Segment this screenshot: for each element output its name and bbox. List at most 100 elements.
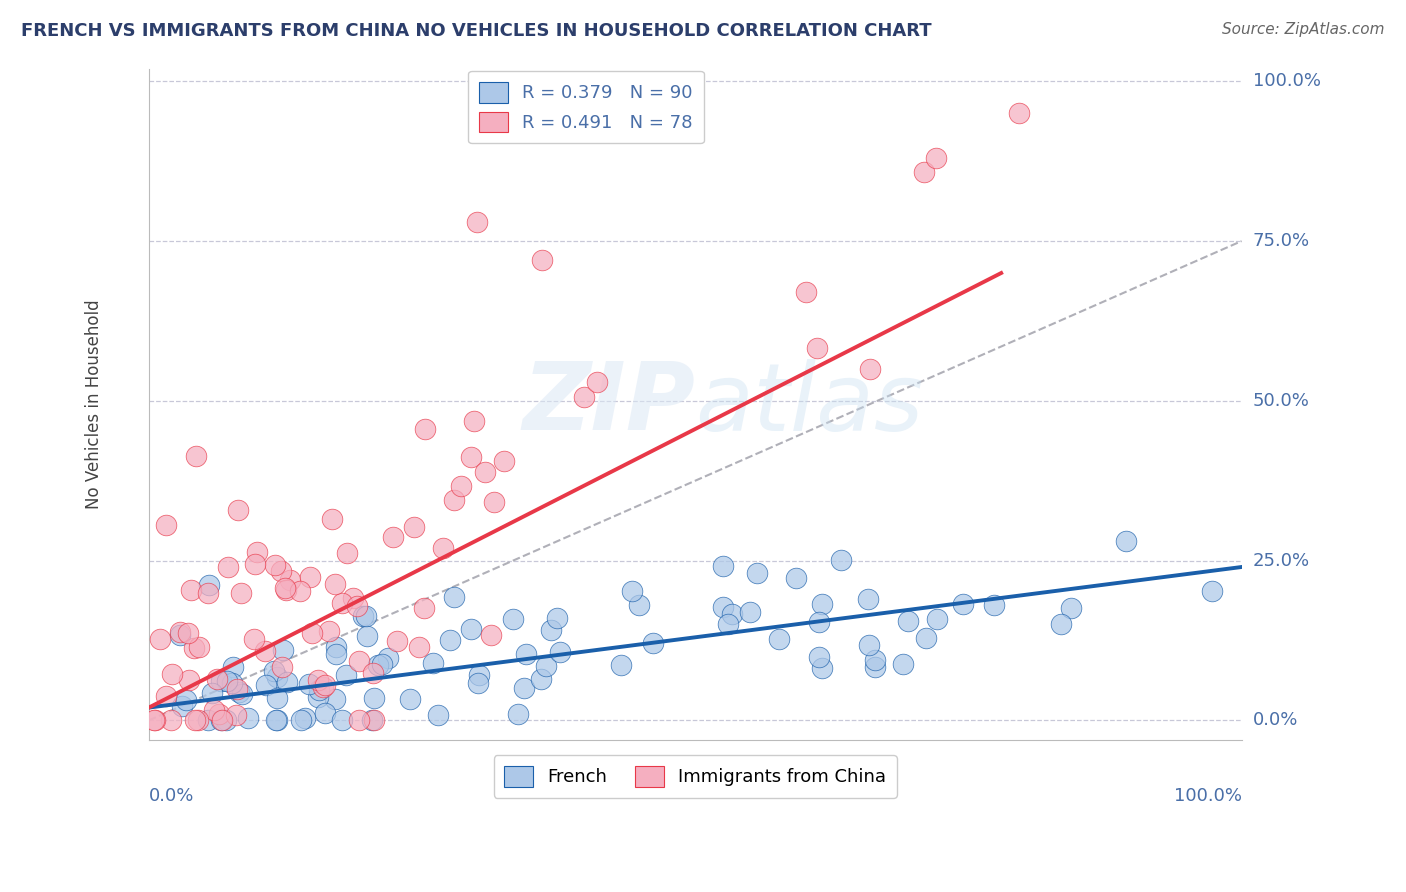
Point [180,582,202,597]
Point [811,597,834,611]
Point [443,590,465,604]
Point [335,668,357,682]
Text: Source: ZipAtlas.com: Source: ZipAtlas.com [1222,22,1385,37]
Point [170,699,193,714]
Point [197,714,219,728]
Point [363,690,385,705]
Point [859,362,882,376]
Point [266,714,288,728]
Point [299,570,322,584]
Point [546,611,568,625]
Point [270,564,292,578]
Point [298,677,321,691]
Point [830,552,852,566]
Point [768,632,790,647]
Point [205,673,228,687]
Point [439,632,461,647]
Point [352,609,374,624]
Point [465,215,488,229]
Point [382,530,405,544]
Point [432,541,454,555]
Point [983,599,1005,613]
Point [187,714,209,728]
Point [1115,533,1137,548]
Point [856,592,879,607]
Point [367,658,389,673]
Point [336,546,359,560]
Point [711,558,734,573]
Point [924,151,946,165]
Point [142,714,165,728]
Text: No Vehicles in Household: No Vehicles in Household [86,299,103,508]
Point [1201,584,1223,599]
Point [177,625,200,640]
Point [863,660,886,674]
Point [242,632,264,646]
Point [515,647,537,661]
Point [276,674,298,689]
Point [585,375,607,389]
Point [155,689,177,703]
Point [217,560,239,574]
Point [363,714,385,728]
Point [226,503,249,517]
Point [215,714,238,728]
Point [1008,106,1031,120]
Point [574,390,596,404]
Point [162,667,184,681]
Point [346,599,368,613]
Point [474,465,496,479]
Point [356,629,378,643]
Point [323,691,346,706]
Point [254,643,277,657]
Point [323,577,346,591]
Point [711,600,734,615]
Point [221,675,243,690]
Point [540,623,562,637]
Point [342,591,364,605]
Point [785,571,807,585]
Point [325,648,347,662]
Point [482,495,505,509]
Text: 50.0%: 50.0% [1253,392,1309,409]
Point [513,681,536,696]
Point [197,586,219,600]
Point [463,414,485,428]
Point [288,584,311,599]
Text: 0.0%: 0.0% [149,787,194,805]
Point [534,658,557,673]
Point [266,669,288,683]
Point [1049,616,1071,631]
Point [169,625,191,640]
Point [238,711,260,725]
Point [494,454,516,468]
Point [201,686,224,700]
Point [347,714,370,728]
Point [330,597,353,611]
Point [266,714,288,728]
Point [807,650,830,665]
Point [290,714,312,728]
Point [806,341,828,355]
Point [891,657,914,672]
Point [925,611,948,625]
Point [198,578,221,592]
Point [301,626,323,640]
Point [643,635,665,649]
Point [222,659,245,673]
Point [914,631,936,645]
Point [863,652,886,666]
Point [179,673,201,688]
Point [740,605,762,619]
Point [356,608,378,623]
Point [215,674,238,689]
Point [155,518,177,533]
Point [231,687,253,701]
Point [387,633,409,648]
Point [413,600,436,615]
Point [502,612,524,626]
Point [443,492,465,507]
Point [209,714,232,728]
Point [226,681,249,696]
Point [450,478,472,492]
